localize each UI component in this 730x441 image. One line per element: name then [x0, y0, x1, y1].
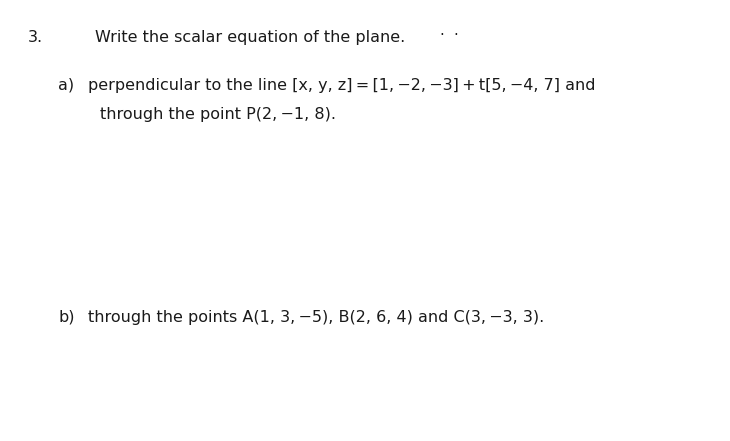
Text: Write the scalar equation of the plane.: Write the scalar equation of the plane.: [95, 30, 405, 45]
Text: 3.: 3.: [28, 30, 43, 45]
Text: b): b): [58, 310, 74, 325]
Text: through the points A(1, 3, −5), B(2, 6, 4) and C(3, −3, 3).: through the points A(1, 3, −5), B(2, 6, …: [88, 310, 545, 325]
Text: perpendicular to the line [x, y, z] = [1, −2, −3] + t[5, −4, 7] and: perpendicular to the line [x, y, z] = [1…: [88, 78, 596, 93]
Text: a): a): [58, 78, 74, 93]
Text: through the point P(2, −1, 8).: through the point P(2, −1, 8).: [100, 107, 336, 122]
Text: ·  ·: · ·: [440, 28, 458, 43]
